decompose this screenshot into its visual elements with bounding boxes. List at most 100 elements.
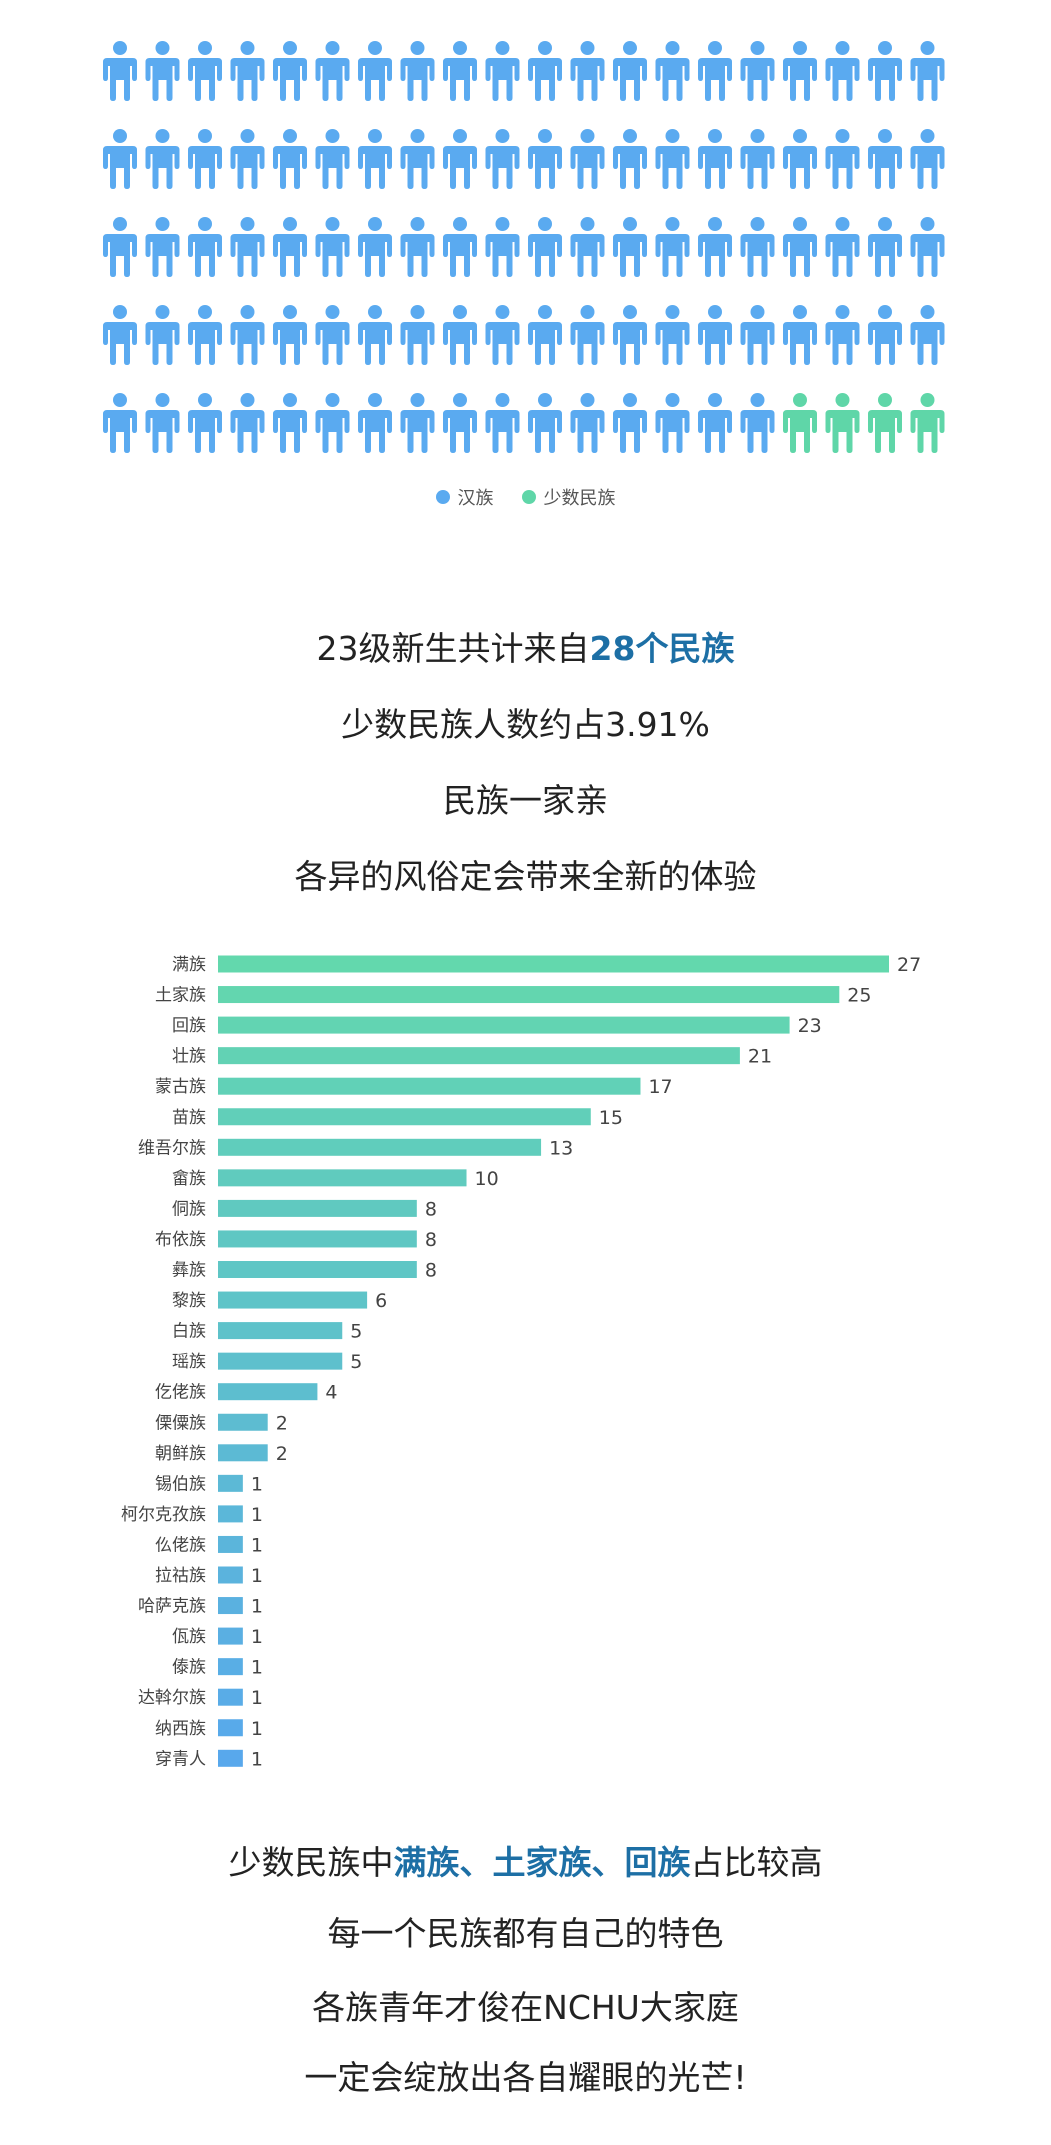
person-icon-han bbox=[230, 41, 265, 101]
bar-category-label: 侗族 bbox=[172, 1199, 206, 1219]
person-icon-han bbox=[740, 41, 775, 101]
bar-category-label: 回族 bbox=[172, 1016, 206, 1036]
person-icon-han bbox=[188, 305, 222, 365]
person-icon-han bbox=[273, 129, 307, 189]
person-icon-han bbox=[315, 393, 350, 453]
bar-category-label: 蒙古族 bbox=[155, 1077, 206, 1097]
person-icon-han bbox=[825, 305, 860, 365]
legend-label-han: 汉族 bbox=[457, 488, 494, 509]
bar-value-label: 13 bbox=[549, 1137, 573, 1159]
person-icon-han bbox=[188, 129, 222, 189]
intro-line-1: 23级新生共计来自28个民族 bbox=[0, 622, 1051, 670]
person-icon-minority bbox=[825, 393, 860, 453]
person-icon-han bbox=[698, 393, 732, 453]
bar-value-label: 1 bbox=[251, 1748, 263, 1770]
person-icon-han bbox=[783, 41, 817, 101]
bar bbox=[218, 1444, 268, 1462]
bar bbox=[218, 986, 840, 1004]
intro-line-3: 民族一家亲 bbox=[443, 781, 608, 820]
person-icon-han bbox=[740, 393, 775, 453]
bar-category-label: 畲族 bbox=[172, 1169, 206, 1189]
bar-category-label: 布依族 bbox=[155, 1230, 206, 1250]
person-icon-han bbox=[570, 217, 605, 277]
bar-category-label: 哈萨克族 bbox=[138, 1597, 206, 1617]
person-icon-minority bbox=[910, 393, 945, 453]
bar-value-label: 15 bbox=[599, 1107, 623, 1129]
person-icon-han bbox=[400, 41, 435, 101]
outro-line-1: 少数民族中满族、土家族、回族占比较高 bbox=[0, 1836, 1051, 1884]
person-icon-han bbox=[655, 305, 690, 365]
person-icon-han bbox=[188, 41, 222, 101]
bar-value-label: 1 bbox=[251, 1504, 263, 1526]
person-icon-han bbox=[358, 129, 392, 189]
bar bbox=[218, 1138, 542, 1156]
person-icon-han bbox=[188, 217, 222, 277]
person-icon-han bbox=[528, 217, 562, 277]
person-icon-han bbox=[273, 41, 307, 101]
bar-value-label: 8 bbox=[425, 1260, 437, 1282]
legend-dot-minority bbox=[521, 490, 536, 504]
person-icon-han bbox=[230, 305, 265, 365]
person-icon-han bbox=[315, 305, 350, 365]
person-icon-han bbox=[825, 217, 860, 277]
bar bbox=[218, 1169, 467, 1187]
bar bbox=[218, 1077, 641, 1095]
bar-category-label: 黎族 bbox=[172, 1291, 206, 1311]
bar bbox=[218, 1688, 243, 1706]
bar-value-label: 10 bbox=[475, 1168, 499, 1190]
bar-category-label: 满族 bbox=[172, 955, 206, 975]
person-icon-han bbox=[485, 305, 520, 365]
legend-dot-han bbox=[435, 490, 450, 504]
bar bbox=[218, 1535, 243, 1553]
bar-value-label: 1 bbox=[251, 1565, 263, 1587]
person-icon-han bbox=[145, 305, 180, 365]
person-icon-han bbox=[273, 393, 307, 453]
legend-item-minority[interactable]: 少数民族 bbox=[521, 484, 616, 510]
outro-line-2: 每一个民族都有自己的特色 bbox=[327, 1914, 724, 1953]
bar bbox=[218, 1016, 790, 1034]
bar-value-label: 1 bbox=[251, 1534, 263, 1556]
person-icon-han bbox=[613, 393, 647, 453]
person-icon-han bbox=[315, 129, 350, 189]
bar-value-label: 1 bbox=[251, 1626, 263, 1648]
person-icon-han bbox=[613, 217, 647, 277]
intro-highlight: 28个民族 bbox=[589, 629, 735, 668]
person-icon-han bbox=[485, 217, 520, 277]
bar-value-label: 25 bbox=[847, 985, 871, 1007]
bar-value-label: 27 bbox=[897, 954, 921, 976]
bar bbox=[218, 1505, 243, 1523]
legend-item-han[interactable]: 汉族 bbox=[435, 484, 494, 510]
person-icon-han bbox=[783, 217, 817, 277]
person-icon-han bbox=[230, 129, 265, 189]
bar-category-label: 维吾尔族 bbox=[138, 1138, 206, 1158]
bar-category-label: 土家族 bbox=[155, 986, 206, 1006]
bar-value-label: 23 bbox=[798, 1015, 822, 1037]
bar bbox=[218, 1261, 417, 1278]
bar-value-label: 4 bbox=[325, 1382, 337, 1404]
person-icon-han bbox=[230, 217, 265, 277]
person-icon-han bbox=[868, 305, 902, 365]
bar bbox=[218, 1352, 343, 1370]
person-icon-han bbox=[485, 393, 520, 453]
person-icon-han bbox=[570, 129, 605, 189]
person-icon-han bbox=[528, 393, 562, 453]
person-icon-han bbox=[613, 41, 647, 101]
bar-category-label: 仡佬族 bbox=[155, 1383, 206, 1403]
person-icon-han bbox=[358, 41, 392, 101]
bar-category-label: 朝鲜族 bbox=[155, 1444, 206, 1464]
person-icon-han bbox=[655, 393, 690, 453]
bar-value-label: 6 bbox=[375, 1290, 387, 1312]
person-icon-han bbox=[570, 393, 605, 453]
person-icon-han bbox=[443, 41, 477, 101]
person-icon-han bbox=[698, 217, 732, 277]
bar-category-label: 傣族 bbox=[172, 1658, 206, 1678]
bar-value-label: 5 bbox=[350, 1321, 362, 1343]
person-icon-han bbox=[528, 41, 562, 101]
person-icon-han bbox=[698, 129, 732, 189]
person-icon-han bbox=[400, 217, 435, 277]
person-icon-han bbox=[358, 217, 392, 277]
bar-category-label: 佤族 bbox=[172, 1627, 206, 1647]
intro-line-2: 少数民族人数约占3.91% bbox=[341, 705, 710, 744]
person-icon-han bbox=[358, 305, 392, 365]
person-icon-han bbox=[400, 305, 435, 365]
